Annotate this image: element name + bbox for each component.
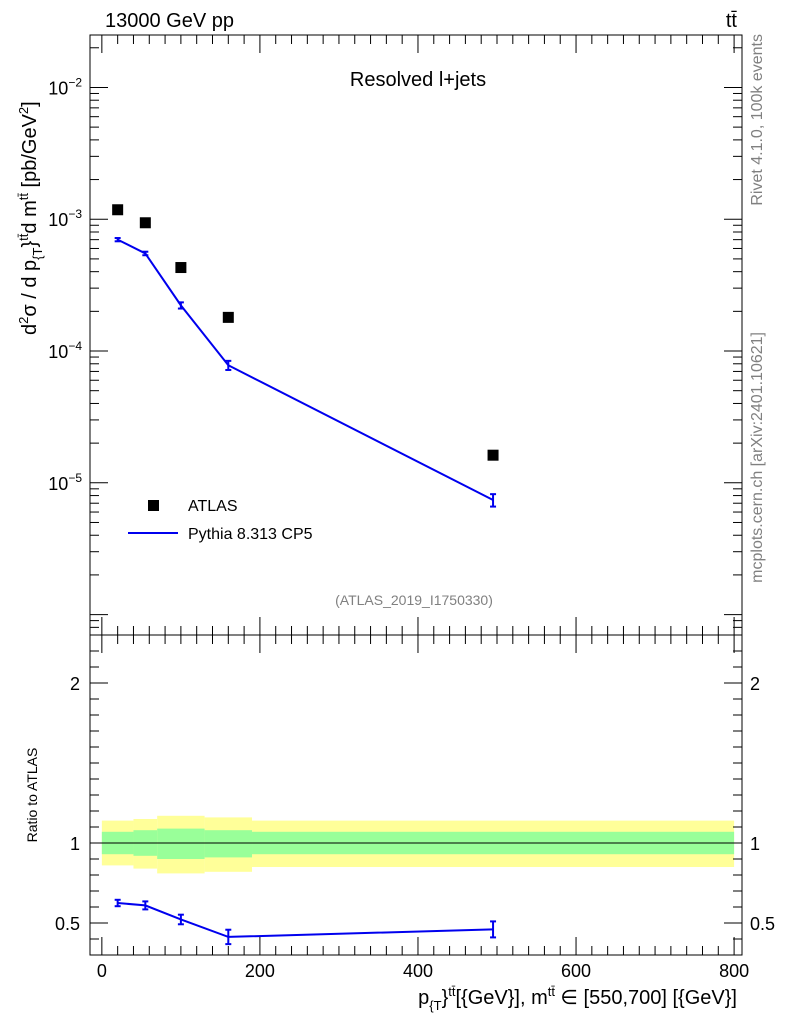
ratio-y-tick-label-right: 1	[750, 834, 760, 854]
main-y-tick-label: 10−3	[48, 207, 82, 230]
legend-label-atlas: ATLAS	[188, 498, 238, 515]
ratio-x-tick-label: 400	[403, 961, 433, 981]
main-frame	[89, 34, 743, 636]
legend-label-mc: Pythia 8.313 CP5	[188, 526, 313, 543]
rivet-label: Rivet 4.1.0, 100k events	[749, 34, 766, 206]
analysis-label: (ATLAS_2019_I1750330)	[335, 592, 493, 608]
ratio-mc-line	[117, 902, 494, 938]
main-series	[112, 204, 499, 508]
main-y-ticks: 10−5 10−4 10−3 10−2	[48, 47, 742, 636]
mc-line	[117, 238, 494, 501]
ratio-x-tick-label: 800	[719, 961, 749, 981]
ratio-x-tick-label: 0	[97, 961, 107, 981]
ratio-y-tick-label-left: 1	[70, 834, 80, 854]
chart-title: Resolved l+jets	[350, 69, 486, 91]
ratio-x-tick-label: 200	[245, 961, 275, 981]
ratio-y-tick-label-left: 2	[70, 674, 80, 694]
main-y-tick-label: 10−4	[48, 339, 82, 362]
main-panel: 10−5 10−4 10−3 10−2 Resolved l+jets (ATLAS_…	[16, 34, 743, 636]
legend-marker-atlas	[148, 500, 159, 511]
mcplots-label: mcplots.cern.ch [arXiv:2401.10621]	[749, 332, 766, 583]
legend: ATLAS Pythia 8.313 CP5	[128, 498, 313, 543]
atlas-data-point	[139, 217, 151, 229]
ratio-x-tick-label: 600	[561, 961, 591, 981]
atlas-data-point	[487, 449, 499, 461]
main-y-tick-label: 10−5	[48, 471, 82, 494]
main-x-ticks	[101, 35, 735, 635]
atlas-data-point	[112, 204, 124, 216]
ratio-y-axis-label: Ratio to ATLAS	[24, 748, 40, 843]
ratio-y-ticks: 0.5 0.5 1 1 2 2	[55, 650, 775, 940]
ratio-frame	[89, 634, 743, 956]
ratio-panel: 0.5 0.5 1 1 2 2 0 200 400 600 800 Ratio to ATLAS	[24, 634, 775, 981]
ratio-bands	[101, 815, 735, 874]
ratio-band-inner	[157, 828, 205, 859]
ratio-y-tick-label-right: 2	[750, 674, 760, 694]
process-label: tt̄	[726, 10, 738, 32]
x-axis-label: p{T}tt̄[{GeV}], mtt̄ ∈ [550,700] [{GeV}]	[418, 984, 737, 1013]
ratio-x-ticks: 0 200 400 600 800	[97, 635, 749, 981]
energy-label: 13000 GeV pp	[105, 10, 234, 32]
main-y-axis-label: d2σ / d p{T}tt̄d mtt̄ [pb/GeV2]	[16, 101, 45, 335]
ratio-y-tick-label-left: 0.5	[55, 914, 80, 934]
atlas-data-point	[222, 311, 234, 323]
main-y-tick-label: 10−2	[48, 75, 82, 98]
ratio-band-inner	[204, 830, 253, 858]
ratio-series	[114, 898, 497, 946]
ratio-y-tick-label-right: 0.5	[750, 914, 775, 934]
atlas-data-point	[175, 262, 187, 274]
